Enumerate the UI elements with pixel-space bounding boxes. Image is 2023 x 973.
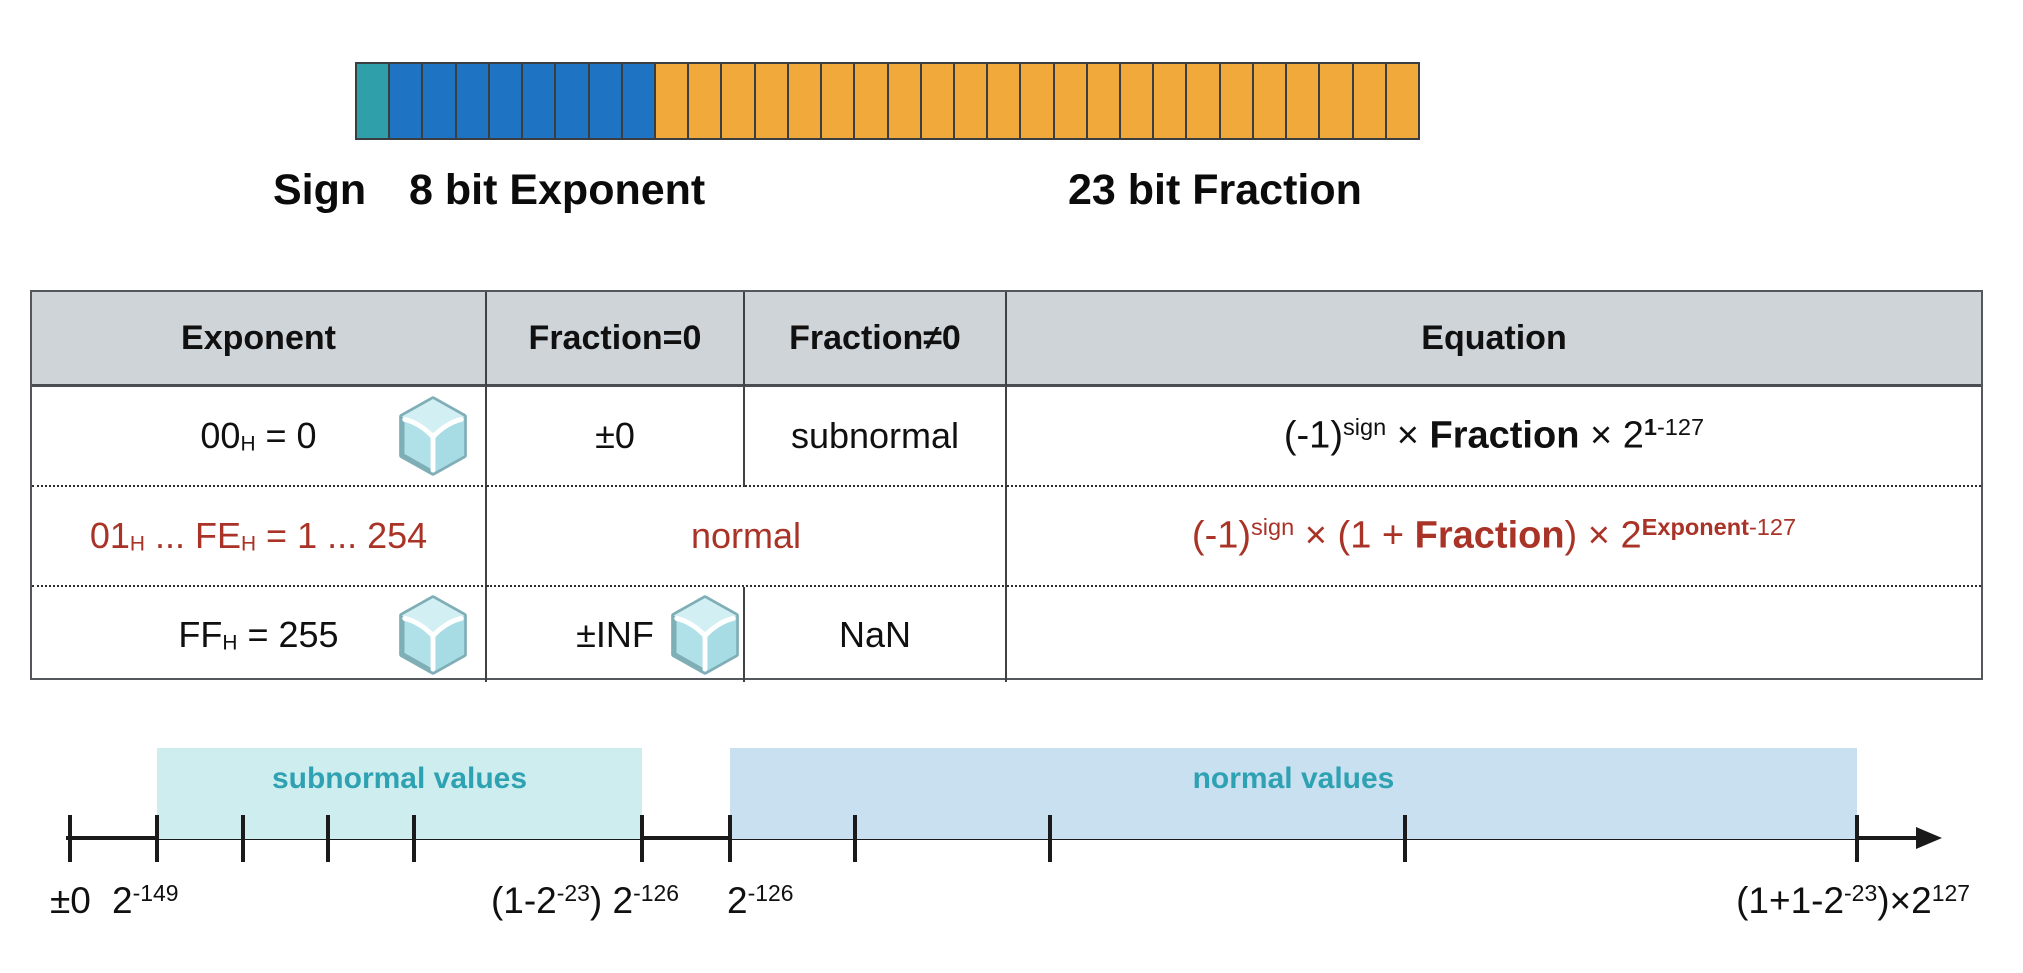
axis-label-zero: ±0 [50, 880, 91, 921]
tick-mark [326, 815, 330, 862]
exponent-label: 8 bit Exponent [409, 166, 706, 214]
axis-label-max-subnorm: (1-2-23) 2-126 [490, 880, 680, 921]
exponent-zero-text: 00H = 0 [200, 415, 317, 456]
bit-cell-exponent [556, 64, 590, 138]
bitfield [355, 62, 1420, 140]
table-cell-normal-equation: (-1)sign × (1 + Fraction) × 2Exponent-12… [1007, 487, 1981, 587]
ellipsis-dots [462, 817, 502, 825]
bit-cell-fraction [855, 64, 889, 138]
float-table: Exponent Fraction=0 Fraction≠0 Equation … [30, 290, 1983, 682]
bit-cell-fraction [1253, 64, 1288, 138]
bit-cell-fraction [888, 64, 922, 138]
tick-mark [853, 815, 857, 862]
bit-cell-fraction [988, 64, 1022, 138]
tick-mark [728, 815, 732, 862]
bit-cell-fraction [1054, 64, 1088, 138]
table-cell-exponent-max: FFH = 255 [32, 587, 487, 682]
bit-cell-exponent [456, 64, 490, 138]
bit-cell-exponent [622, 64, 656, 138]
bit-cell-fraction [1353, 64, 1387, 138]
bit-cell-fraction [1021, 64, 1055, 138]
ice-cube-icon [667, 594, 743, 676]
ice-cube-icon [395, 594, 471, 676]
bit-cell-fraction [788, 64, 823, 138]
tick-mark [1048, 815, 1052, 862]
table-cell-normal: normal [487, 487, 1007, 587]
bit-cell-fraction [655, 64, 690, 138]
range-band-subnormal: subnormal values [157, 748, 642, 839]
tick-mark [241, 815, 245, 862]
ice-cube-icon [395, 395, 471, 477]
bit-cell-exponent [589, 64, 623, 138]
tick-mark [640, 815, 644, 862]
band-label-subnormal: subnormal values [271, 762, 528, 795]
header-cell-fraction-ne0: Fraction≠0 [745, 292, 1007, 387]
tick-mark [155, 815, 159, 862]
table-cell-exponent-zero: 00H = 0 [32, 387, 487, 487]
table-cell-infinity: ±INF [487, 587, 745, 682]
bit-cell-fraction [954, 64, 989, 138]
axis-arrow-icon [1916, 827, 1942, 849]
table-cell-empty-equation [1007, 587, 1981, 682]
tick-mark [1403, 815, 1407, 862]
bit-cell-fraction [689, 64, 723, 138]
axis-label-min-subnorm: 2-149 [112, 880, 179, 921]
axis-label-min-normal: 2-126 [727, 880, 794, 921]
axis-label-max-normal: (1+1-2-23)×2127 [1736, 880, 1970, 921]
bit-cell-fraction [1154, 64, 1188, 138]
range-band-normal: normal values [730, 748, 1857, 839]
fraction-label: 23 bit Fraction [1068, 166, 1362, 214]
bit-cell-exponent [390, 64, 424, 138]
table-cell-nan: NaN [745, 587, 1007, 682]
header-cell-fraction0: Fraction=0 [487, 292, 745, 387]
tick-mark [1855, 815, 1859, 862]
bit-cell-fraction [921, 64, 955, 138]
band-label-normal: normal values [1192, 762, 1395, 795]
sign-label: Sign [273, 166, 367, 214]
bit-cell-fraction [1087, 64, 1122, 138]
bit-cell-fraction [1121, 64, 1155, 138]
bit-cell-fraction [1320, 64, 1354, 138]
bit-cell-fraction [755, 64, 789, 138]
table-cell-subnormal: subnormal [745, 387, 1007, 487]
axis-line [66, 836, 1922, 840]
bit-cell-fraction [1187, 64, 1221, 138]
table-cell-subnormal-equation: (-1)sign × Fraction × 21-127 [1007, 387, 1981, 487]
bit-cell-sign [357, 64, 391, 138]
bit-cell-fraction [1220, 64, 1254, 138]
header-cell-exponent: Exponent [32, 292, 487, 387]
exponent-normal-text: 01H ... FEH = 1 ... 254 [89, 515, 428, 556]
bit-cell-fraction [822, 64, 856, 138]
bit-cell-exponent [523, 64, 557, 138]
table-cell-exponent-normal-range: 01H ... FEH = 1 ... 254 [32, 487, 487, 587]
bit-cell-fraction [1386, 64, 1418, 138]
bit-cell-exponent [489, 64, 524, 138]
bit-cell-fraction [1287, 64, 1321, 138]
bit-cell-exponent [423, 64, 457, 138]
tick-mark [412, 815, 416, 862]
bit-cell-fraction [722, 64, 756, 138]
table-cell-plus-minus-zero: ±0 [487, 387, 745, 487]
header-cell-equation: Equation [1007, 292, 1981, 387]
tick-mark [68, 815, 72, 862]
exponent-max-text: FFH = 255 [178, 613, 339, 655]
